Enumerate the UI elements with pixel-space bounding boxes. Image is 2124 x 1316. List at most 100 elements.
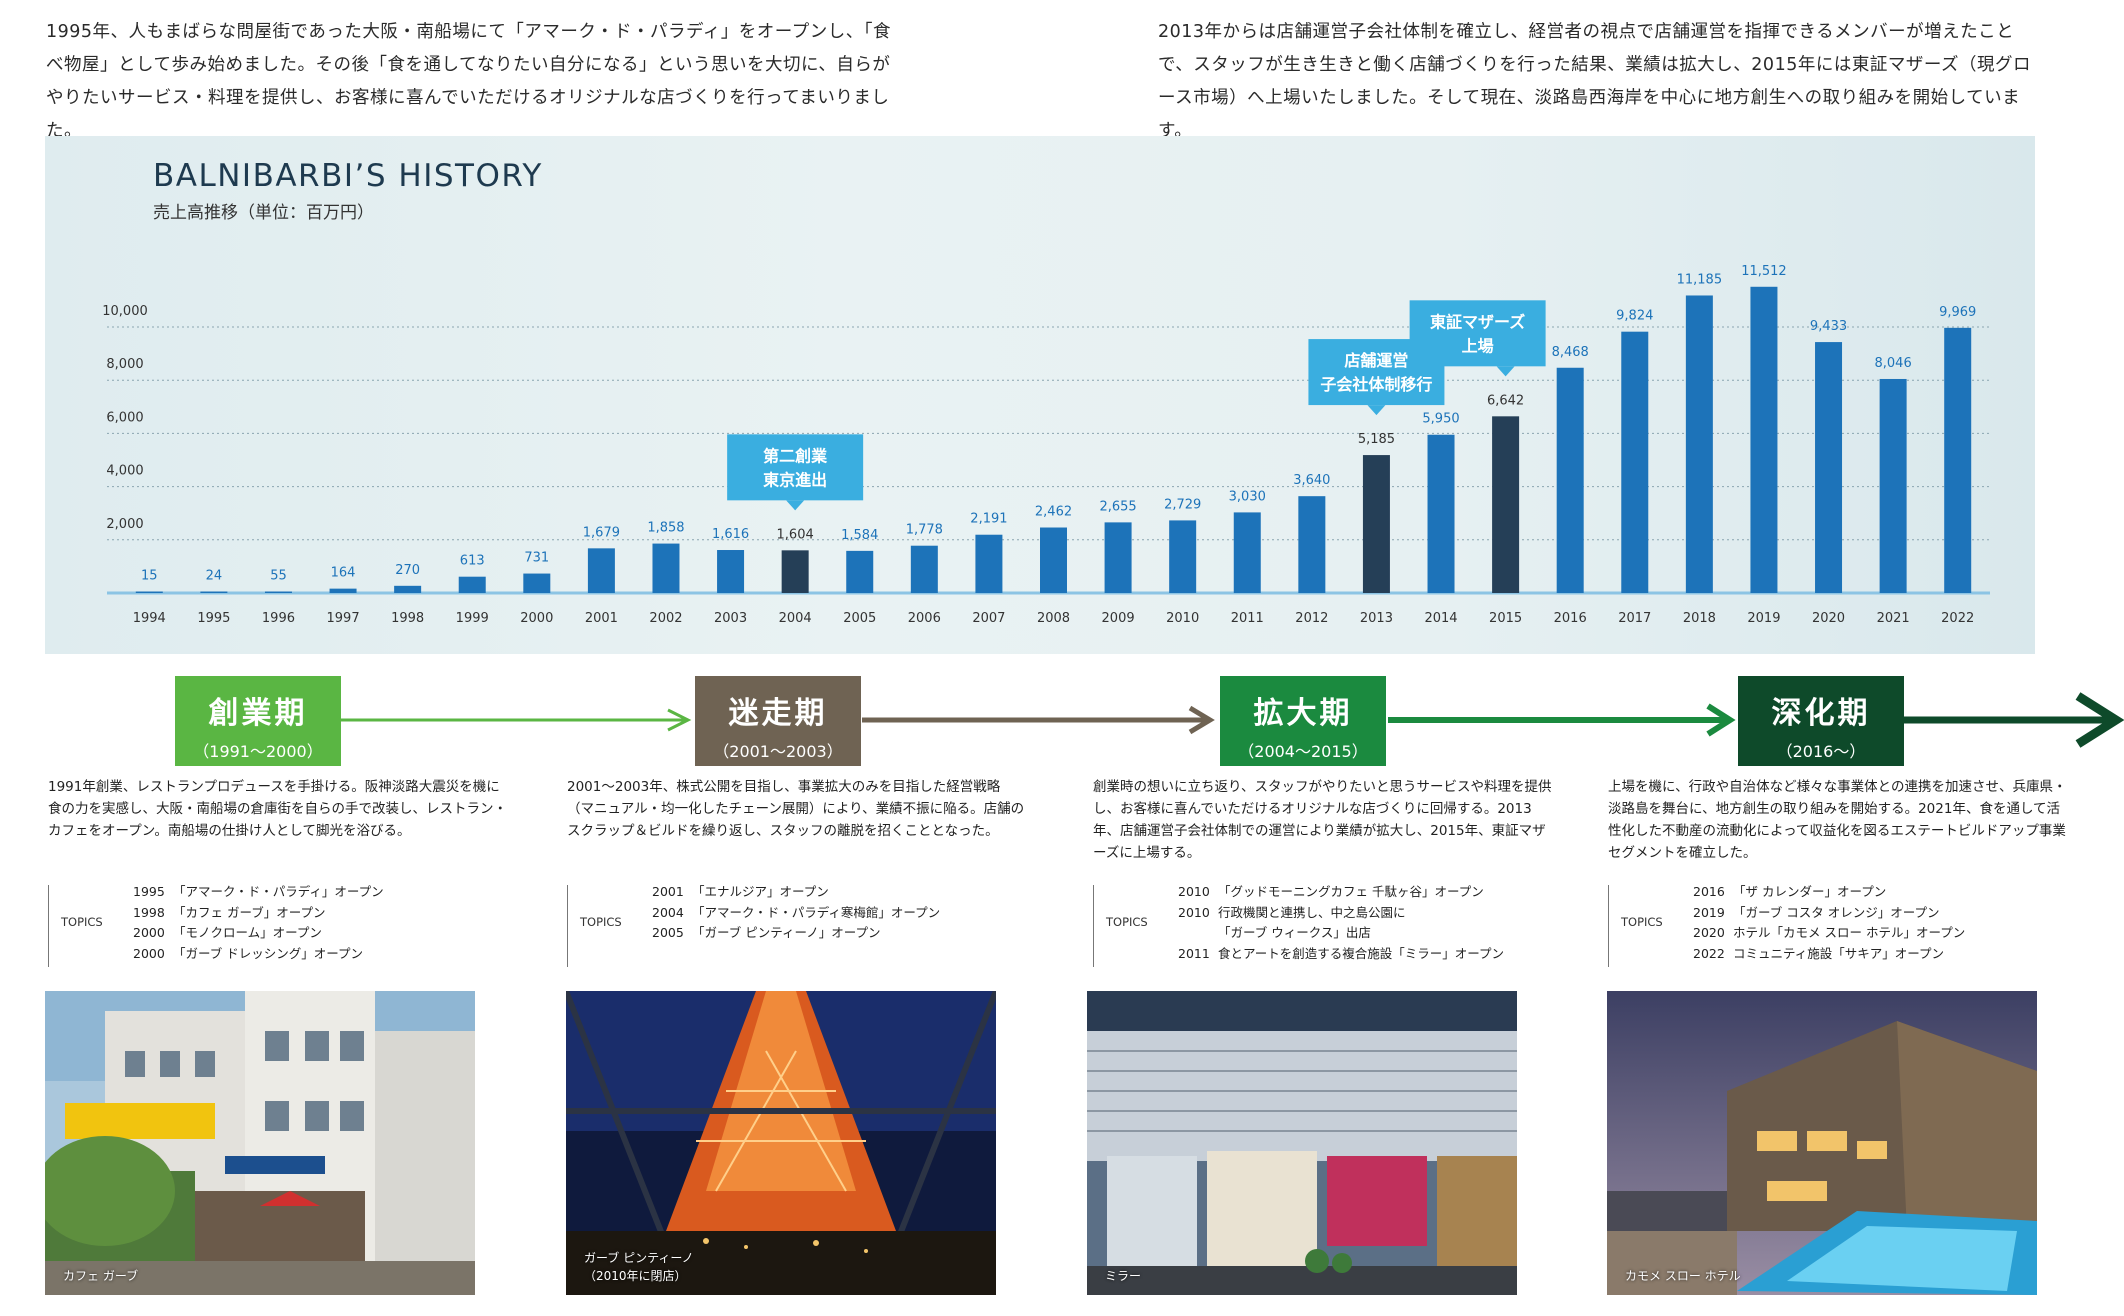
bar-value-label: 5,950 — [1422, 412, 1459, 427]
bar-value-label: 2,655 — [1099, 499, 1136, 514]
phase-box-wandering: 迷走期 （2001～2003） — [695, 676, 861, 766]
bar-value-label: 1,858 — [647, 521, 684, 536]
x-tick-label: 2008 — [1037, 611, 1070, 626]
phase-years: （1991～2000） — [193, 742, 323, 761]
phase-description: 2001～2003年、株式公開を目指し、事業拡大のみを目指した経営戦略（マニュア… — [567, 779, 1025, 839]
intro-left-text: 1995年、人もまばらな問屋街であった大阪・南船場にて「アマーク・ド・パラディ」… — [46, 22, 891, 141]
phase-box-deepening: 深化期 （2016～） — [1738, 676, 1904, 766]
bar-1998 — [394, 585, 422, 593]
bar-value-label: 2,462 — [1035, 505, 1072, 520]
bar-1997 — [329, 588, 357, 593]
bar-2019 — [1750, 286, 1778, 593]
y-tick-label: 8,000 — [106, 357, 143, 372]
x-tick-label: 1996 — [262, 611, 295, 626]
bar-value-label: 1,616 — [712, 527, 749, 542]
bar-value-label: 8,468 — [1552, 345, 1589, 360]
x-tick-label: 2015 — [1489, 611, 1522, 626]
phase-name: 創業期 — [208, 696, 308, 731]
topic-row: 2000 「モノクローム」オープン — [133, 925, 322, 940]
phase-description: 1991年創業、レストランプロデュースを手掛ける。阪神淡路大震災を機に食の力を実… — [48, 779, 507, 839]
bar-2012 — [1298, 496, 1326, 593]
bar-value-label: 11,512 — [1741, 264, 1787, 279]
callout-text: 子会社体制移行 — [1320, 375, 1432, 394]
timeline-arrowhead-2 — [1188, 705, 1215, 735]
timeline-arrowhead-1 — [667, 708, 692, 732]
timeline-arrows — [341, 692, 2124, 748]
topic-row: 2022 コミュニティ施設「サキア」オープン — [1693, 945, 1945, 961]
x-tick-label: 1998 — [391, 611, 424, 626]
x-tick-label: 2000 — [520, 611, 553, 626]
phase-box-expansion: 拡大期 （2004～2015） — [1220, 676, 1386, 766]
bar-value-label: 164 — [331, 566, 356, 581]
bar-value-label: 1,604 — [777, 527, 814, 542]
phase-name: 迷走期 — [728, 696, 828, 731]
bar-value-label: 613 — [460, 554, 485, 569]
bar-value-label: 8,046 — [1875, 356, 1912, 371]
intro-right-text: 2013年からは店舗運営子会社体制を確立し、経営者の視点で店舗運営を指揮できるメ… — [1158, 22, 2031, 141]
topics-label: TOPICS — [61, 915, 103, 929]
callout-text: 上場 — [1462, 336, 1494, 355]
x-tick-label: 2019 — [1747, 611, 1780, 626]
topics-block: TOPICS 2010 「グッドモーニングカフェ 千駄ヶ谷」オープン 2010 行政… — [1093, 884, 1514, 967]
photo-kamome-slow-hotel: カモメ スロー ホテル — [1607, 991, 2037, 1295]
topic-row: 2016 「ザ カレンダー」オープン — [1693, 884, 1887, 899]
x-tick-label: 2003 — [714, 611, 747, 626]
callout-box — [727, 434, 864, 501]
bar-value-label: 24 — [206, 569, 223, 584]
bar-2010 — [1169, 520, 1197, 593]
bar-2016 — [1556, 367, 1584, 593]
phase-box-founding: 創業期 （1991～2000） — [175, 676, 341, 766]
topic-row: 2010 「グッドモーニングカフェ 千駄ヶ谷」オープン — [1178, 884, 1484, 899]
callout-text: 店舗運営 — [1344, 351, 1408, 370]
photo-caption: ガーブ ピンティーノ （2010年に閉店） — [584, 1251, 694, 1283]
bar-value-label: 5,185 — [1358, 432, 1395, 447]
chart-title: BALNIBARBI’S HISTORY — [153, 158, 543, 194]
phase-description: 創業時の想いに立ち返り、スタッフがやりたいと思うサービスや料理を提供し、お客様に… — [1093, 779, 1552, 861]
callout-text: 東京進出 — [763, 470, 827, 489]
topics-block: TOPICS 2016 「ザ カレンダー」オープン 2019 「ガーブ コスタ オレ… — [1608, 884, 2029, 967]
topic-row: 2019 「ガーブ コスタ オレンジ」オープン — [1693, 904, 1940, 920]
topic-row: 2010 行政機関と連携し、中之島公園に — [1178, 904, 1406, 920]
timeline-arrowhead-4 — [2075, 692, 2124, 748]
sales-bar-chart: 2,000 4,000 6,000 8,000 10,000 15 1994 24 1995 55… — [102, 264, 1990, 626]
bar-value-label: 1,778 — [906, 523, 943, 538]
bar-1996 — [264, 591, 292, 593]
x-tick-label: 2018 — [1683, 611, 1716, 626]
bar-2011 — [1233, 512, 1261, 593]
timeline-arrowhead-3 — [1706, 703, 1736, 737]
phase-description: 上場を機に、行政や自治体など様々な事業体との連携を加速させ、兵庫県・淡路島を舞台… — [1608, 779, 2067, 861]
bar-value-label: 15 — [141, 569, 158, 584]
topic-row: 「ガーブ ウィークス」出店 — [1218, 925, 1371, 940]
callout-pointer — [1367, 405, 1386, 416]
bar-value-label: 3,640 — [1293, 473, 1330, 488]
bar-2017 — [1621, 331, 1649, 593]
bar-value-label: 731 — [524, 551, 549, 566]
y-tick-label: 4,000 — [106, 464, 143, 479]
topic-row: 2001 「エナルジア」オープン — [652, 884, 829, 899]
photo-mirror: ミラー — [1087, 991, 1517, 1295]
topic-row: 1995 「アマーク・ド・パラディ」オープン — [133, 884, 384, 899]
y-tick-label: 10,000 — [102, 304, 148, 319]
x-tick-label: 2004 — [779, 611, 812, 626]
photo-caption: カモメ スロー ホテル — [1625, 1269, 1741, 1283]
phase-years: （2001～2003） — [713, 742, 843, 761]
bar-value-label: 2,729 — [1164, 497, 1201, 512]
topics-label: TOPICS — [1106, 915, 1148, 929]
bar-1999 — [458, 576, 486, 593]
x-tick-label: 2016 — [1554, 611, 1587, 626]
x-tick-label: 2010 — [1166, 611, 1199, 626]
photo-caption: カフェ ガーブ — [63, 1269, 139, 1283]
bar-2008 — [1040, 527, 1067, 593]
photo-caption: ミラー — [1105, 1269, 1142, 1283]
bar-value-label: 9,969 — [1939, 305, 1976, 320]
topic-row: 2004 「アマーク・ド・パラディ寒梅館」オープン — [652, 904, 941, 920]
bar-value-label: 270 — [395, 563, 420, 578]
x-tick-label: 2022 — [1941, 611, 1974, 626]
topics-label: TOPICS — [580, 915, 622, 929]
bar-2002 — [652, 543, 680, 593]
x-tick-label: 2020 — [1812, 611, 1845, 626]
bar-2014 — [1427, 434, 1455, 593]
topic-row: 2020 ホテル「カモメ スロー ホテル」オープン — [1693, 925, 1966, 940]
topics-label: TOPICS — [1621, 915, 1663, 929]
bar-2000 — [523, 573, 551, 593]
